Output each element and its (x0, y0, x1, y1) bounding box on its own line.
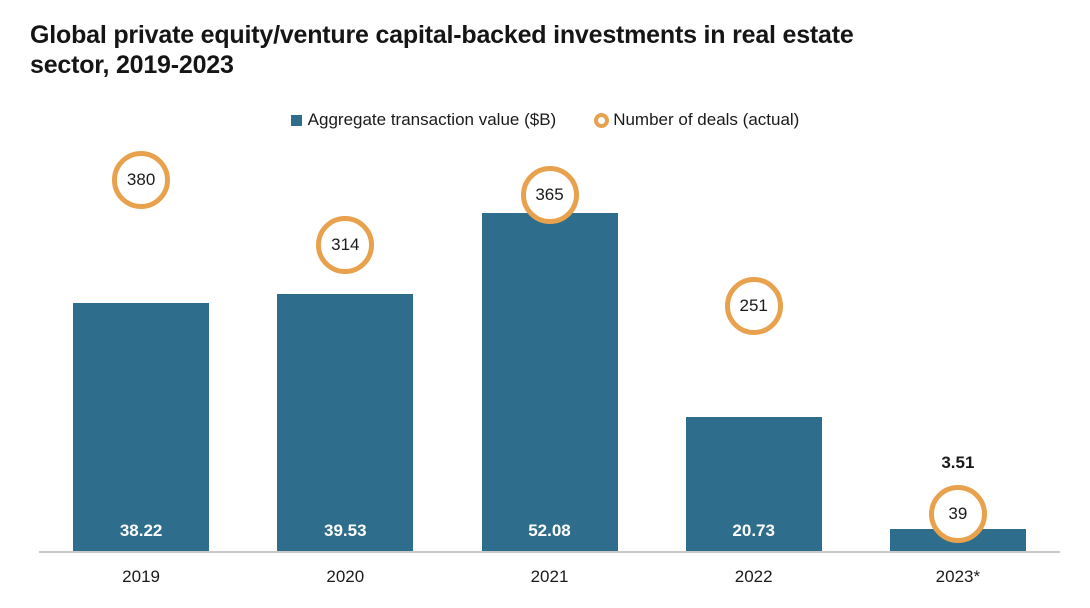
bar-2019 (73, 302, 210, 552)
bar-value-label-2020: 39.53 (324, 521, 367, 540)
x-tick-label-2023: 2023* (935, 567, 981, 586)
bar-value-label-2021: 52.08 (528, 521, 571, 540)
bar-2022 (685, 416, 822, 552)
deal-circle-2020: 314 (316, 215, 375, 274)
ring-swatch-icon (594, 112, 610, 128)
deal-circle-2022: 251 (724, 277, 783, 336)
bar-2021 (481, 212, 618, 552)
chart-title-line2: sector, 2019-2023 (30, 51, 234, 79)
x-axis-line (39, 551, 1060, 553)
bar-swatch-icon (290, 114, 302, 126)
deal-circle-2023: 39 (928, 484, 987, 543)
x-tick-label-2019: 2019 (122, 567, 160, 586)
deal-circle-2019: 380 (112, 151, 171, 210)
x-tick-label-2021: 2021 (530, 567, 569, 586)
x-tick-label-2020: 2020 (326, 567, 365, 586)
chart-title-line1: Global private equity/venture capital-ba… (30, 21, 854, 49)
x-tick-label-2022: 2022 (734, 567, 773, 586)
legend-item-number-of-deals: Number of deals (actual) (594, 110, 799, 130)
bar-2020 (277, 294, 414, 552)
bar-value-label-2022: 20.73 (732, 521, 775, 540)
legend-label-transaction-value: Aggregate transaction value ($B) (307, 110, 557, 129)
chart-title: Global private equity/venture capital-ba… (30, 20, 1060, 80)
legend-label-number-of-deals: Number of deals (actual) (613, 110, 800, 129)
chart-legend: Aggregate transaction value ($B) Number … (0, 110, 1090, 130)
bar-value-label-2019: 38.22 (119, 521, 163, 540)
bar-value-label-2023: 3.51 (941, 452, 975, 472)
legend-item-transaction-value: Aggregate transaction value ($B) (290, 110, 557, 130)
deal-circle-2021: 365 (520, 165, 579, 224)
